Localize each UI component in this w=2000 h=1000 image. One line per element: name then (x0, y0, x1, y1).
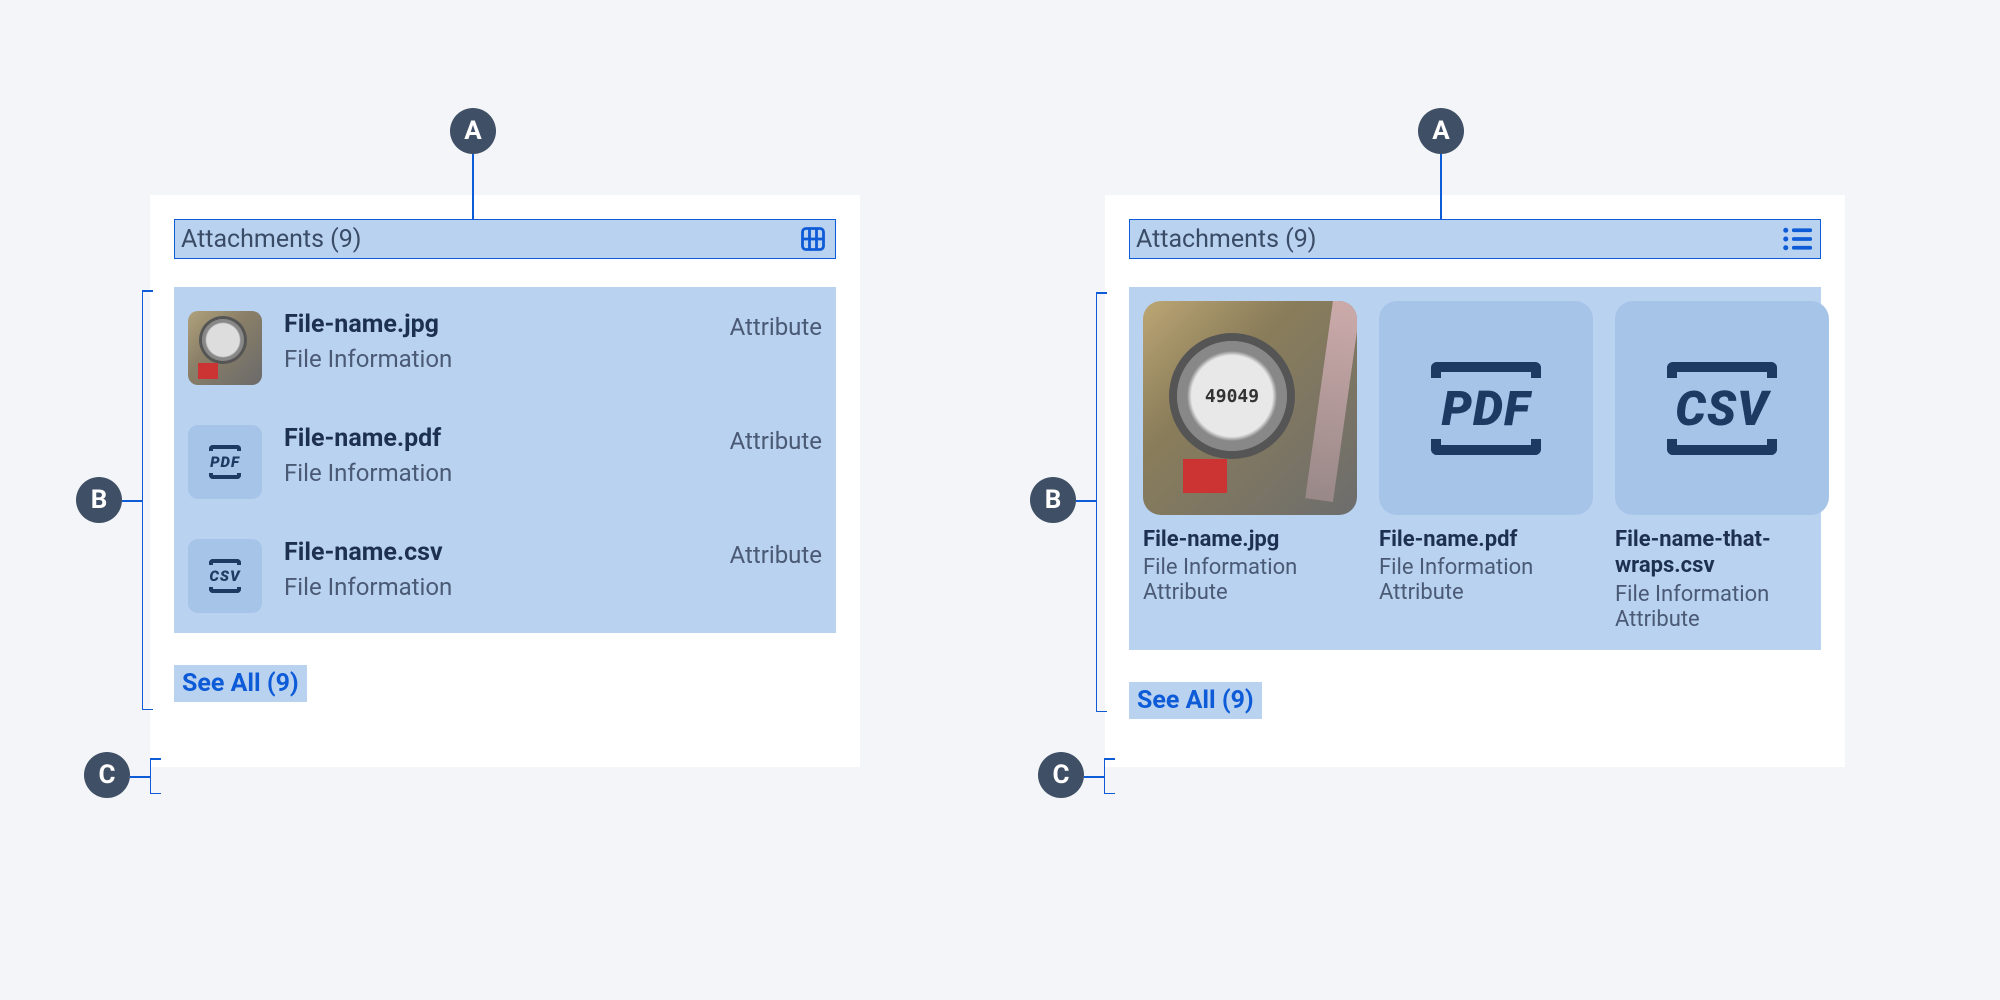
file-thumbnail-csv: CSV (188, 539, 262, 613)
file-thumbnail-image: 49049 (1143, 301, 1357, 515)
grid-icon (799, 225, 827, 253)
file-name: File-name.csv (284, 539, 708, 567)
annotation-line (1084, 776, 1104, 778)
file-info: File Information (284, 345, 708, 373)
file-text: File-name.pdf File Information (284, 425, 708, 487)
annotation-badge-a: A (450, 108, 496, 154)
pdf-icon: PDF (209, 445, 241, 479)
grid-item[interactable]: 49049 File-name.jpg File Information Att… (1143, 301, 1357, 632)
annotation-badge-c: C (84, 752, 130, 798)
annotation-bracket (142, 290, 143, 710)
panel-title: Attachments (9) (181, 225, 362, 254)
file-info: File Information (1615, 582, 1829, 607)
file-thumbnail-pdf: PDF (188, 425, 262, 499)
annotation-bracket (150, 758, 151, 794)
list-item[interactable]: PDF File-name.pdf File Information Attri… (184, 411, 826, 525)
see-all-link[interactable]: See All (9) (174, 665, 307, 702)
annotation-line (1440, 154, 1442, 219)
file-thumbnail-pdf: PDF (1379, 301, 1593, 515)
attachments-panel-grid: Attachments (9) 49049 File-name.jpg File… (1105, 195, 1845, 767)
see-all-link[interactable]: See All (9) (1129, 682, 1262, 719)
file-info: File Information (1143, 555, 1357, 580)
grid-item[interactable]: PDF File-name.pdf File Information Attri… (1379, 301, 1593, 632)
file-info: File Information (284, 573, 708, 601)
annotation-line (1076, 500, 1096, 502)
pdf-icon: PDF (1431, 362, 1541, 455)
annotation-line (472, 154, 474, 219)
annotation-badge-c: C (1038, 752, 1084, 798)
list-view-toggle[interactable] (1782, 226, 1812, 252)
file-name: File-name.pdf (284, 425, 708, 453)
panel-header: Attachments (9) (1129, 219, 1821, 259)
annotation-badge-b: B (76, 477, 122, 523)
grid-view-toggle[interactable] (799, 225, 827, 253)
list-item[interactable]: CSV File-name.csv File Information Attri… (184, 525, 826, 623)
annotation-line (130, 776, 150, 778)
file-thumbnail-image (188, 311, 262, 385)
file-info: File Information (284, 459, 708, 487)
file-attribute: Attribute (1379, 580, 1593, 605)
attachments-panel-list: Attachments (9) File-name.jpg File Infor… (150, 195, 860, 767)
file-info: File Information (1379, 555, 1593, 580)
file-text: File-name.csv File Information (284, 539, 708, 601)
file-attribute: Attribute (730, 541, 822, 569)
csv-icon: CSV (1667, 362, 1777, 455)
file-name: File-name-that-wraps.csv (1615, 527, 1829, 580)
attachments-list: File-name.jpg File Information Attribute… (174, 287, 836, 633)
file-attribute: Attribute (730, 313, 822, 341)
annotation-badge-b: B (1030, 477, 1076, 523)
file-text: File-name.jpg File Information (284, 311, 708, 373)
file-name: File-name.jpg (1143, 527, 1357, 553)
annotation-line (122, 500, 142, 502)
csv-icon: CSV (209, 559, 241, 593)
annotation-badge-a: A (1418, 108, 1464, 154)
panel-header: Attachments (9) (174, 219, 836, 259)
file-name: File-name.pdf (1379, 527, 1593, 553)
file-thumbnail-csv: CSV (1615, 301, 1829, 515)
annotation-bracket (1096, 292, 1097, 712)
file-attribute: Attribute (1143, 580, 1357, 605)
annotation-bracket (1104, 758, 1105, 794)
grid-item[interactable]: CSV File-name-that-wraps.csv File Inform… (1615, 301, 1829, 632)
file-attribute: Attribute (1615, 607, 1829, 632)
list-icon (1782, 226, 1812, 252)
panel-title: Attachments (9) (1136, 225, 1317, 254)
file-name: File-name.jpg (284, 311, 708, 339)
list-item[interactable]: File-name.jpg File Information Attribute (184, 297, 826, 411)
file-attribute: Attribute (730, 427, 822, 455)
attachments-grid: 49049 File-name.jpg File Information Att… (1129, 287, 1821, 650)
